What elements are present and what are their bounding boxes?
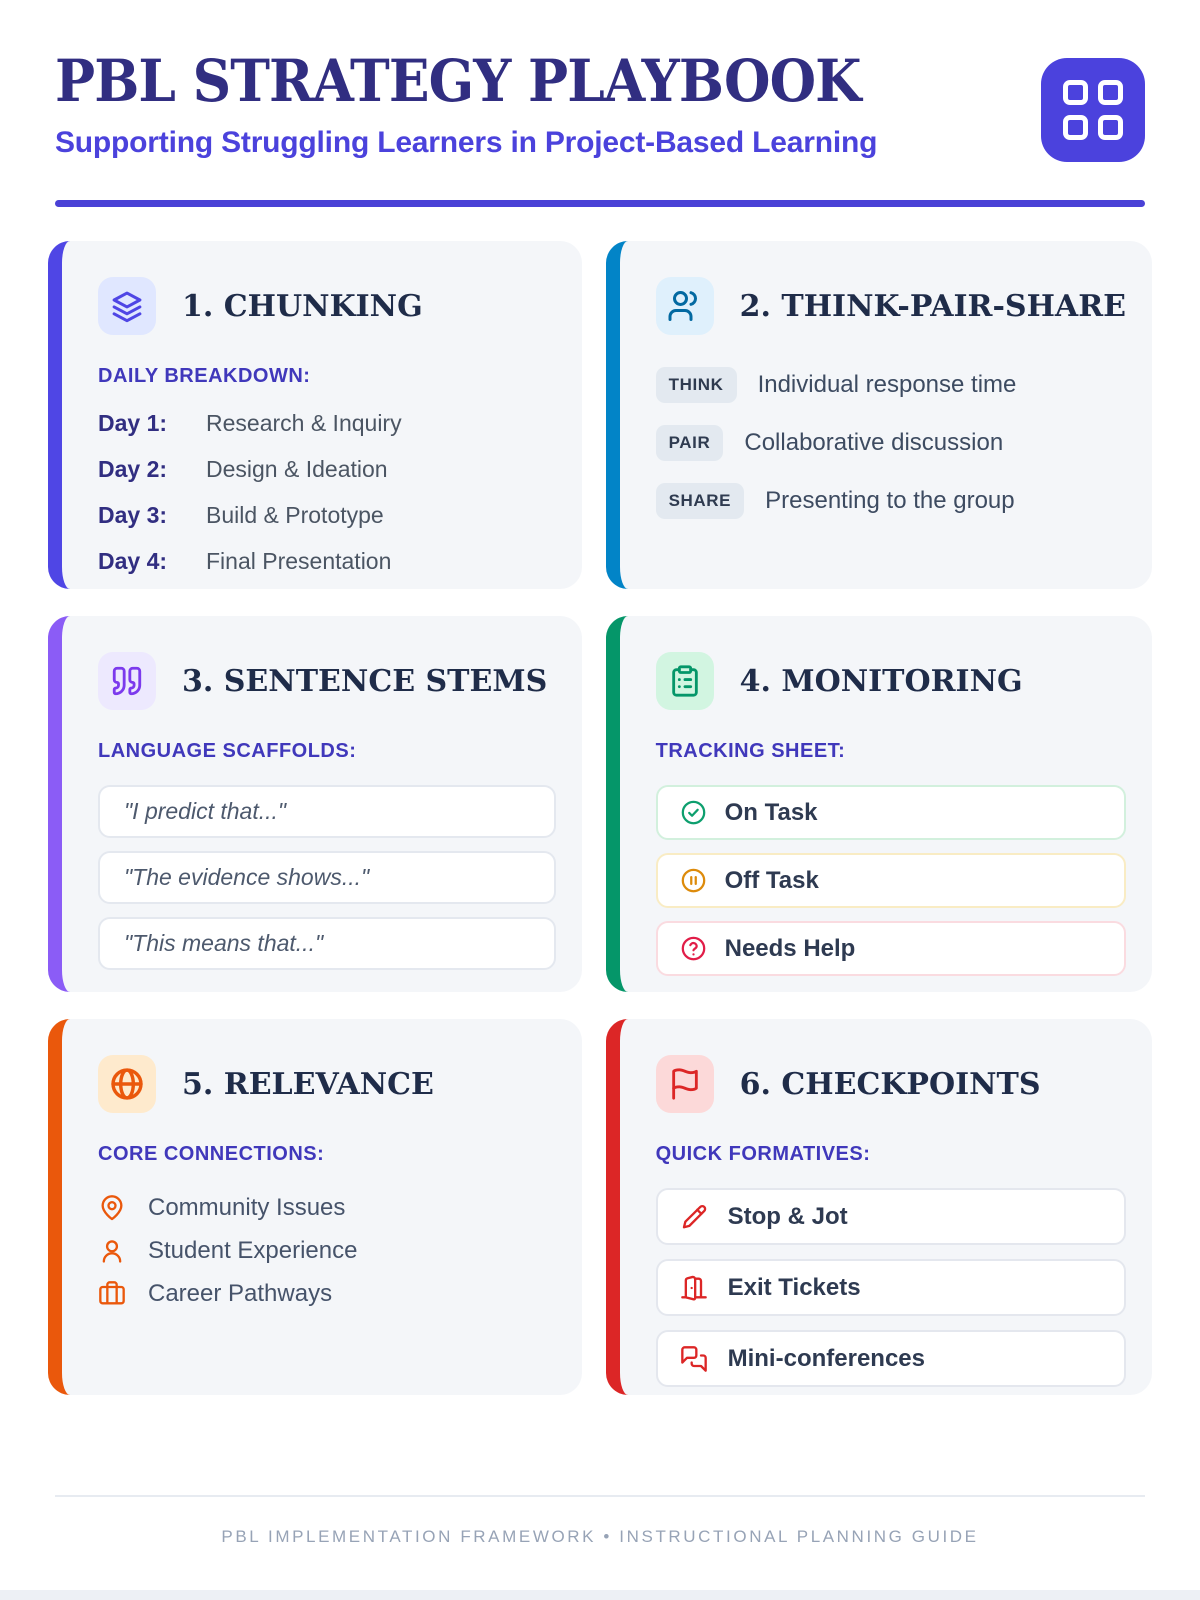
tps-row: SHARE Presenting to the group xyxy=(655,483,1126,519)
pair-badge: PAIR xyxy=(655,425,724,461)
share-badge: SHARE xyxy=(655,483,745,519)
circle-question-icon xyxy=(680,935,707,962)
tps-row: THINK Individual response time xyxy=(655,367,1126,403)
card-title: 1. CHUNKING xyxy=(182,288,423,324)
section-label: DAILY BREAKDOWN: xyxy=(98,365,311,387)
card-title: 3. SENTENCE STEMS xyxy=(182,663,548,699)
day-value: Research & Inquiry xyxy=(206,410,402,436)
section-label: LANGUAGE SCAFFOLDS: xyxy=(98,740,357,762)
chat-bubbles-icon xyxy=(680,1345,708,1373)
connection-label: Career Pathways xyxy=(148,1280,333,1307)
sentence-stem: "I predict that..." xyxy=(98,785,556,838)
bottom-strip xyxy=(0,1590,1200,1600)
formative-exit-tickets: Exit Tickets xyxy=(655,1259,1126,1316)
clipboard-icon xyxy=(655,652,714,710)
tps-row: PAIR Collaborative discussion xyxy=(655,425,1126,461)
sentence-stem: "This means that..." xyxy=(98,917,556,970)
circle-check-icon xyxy=(680,799,707,826)
card-think-pair-share: 2. THINK-PAIR-SHARE THINK Individual res… xyxy=(605,241,1152,589)
status-label: On Task xyxy=(724,798,818,826)
status-off-task: Off Task xyxy=(655,853,1126,908)
formative-label: Stop & Jot xyxy=(727,1202,848,1230)
flag-icon xyxy=(655,1055,714,1113)
users-icon xyxy=(655,277,714,335)
card-title: 2. THINK-PAIR-SHARE xyxy=(739,288,1126,324)
formative-mini-conferences: Mini-conferences xyxy=(655,1330,1126,1387)
card-title: 4. MONITORING xyxy=(739,663,1023,699)
card-title: 5. RELEVANCE xyxy=(182,1066,434,1102)
connection-label: Community Issues xyxy=(148,1194,346,1221)
status-label: Needs Help xyxy=(724,934,856,962)
day-value: Design & Ideation xyxy=(206,456,388,482)
tps-text: Presenting to the group xyxy=(765,487,1015,514)
connection-item: Community Issues xyxy=(98,1194,556,1222)
day-label: Day 3: xyxy=(98,502,168,528)
formative-label: Mini-conferences xyxy=(727,1344,925,1372)
card-sentence-stems: 3. SENTENCE STEMS LANGUAGE SCAFFOLDS: "I… xyxy=(48,616,582,992)
grid-2x2-icon xyxy=(1041,58,1145,162)
section-label: CORE CONNECTIONS: xyxy=(98,1143,325,1165)
door-icon xyxy=(680,1274,708,1302)
sentence-stem: "The evidence shows..." xyxy=(98,851,556,904)
section-label: TRACKING SHEET: xyxy=(655,740,846,762)
day-label: Day 2: xyxy=(98,456,168,482)
think-badge: THINK xyxy=(655,367,737,403)
globe-icon xyxy=(98,1055,156,1113)
status-label: Off Task xyxy=(724,866,819,894)
page-title: PBL STRATEGY PLAYBOOK xyxy=(55,47,862,115)
playbook-page: PBL STRATEGY PLAYBOOK Supporting Struggl… xyxy=(48,52,1152,1546)
header-divider xyxy=(55,200,1145,207)
day-value: Final Presentation xyxy=(206,548,392,574)
day-label: Day 1: xyxy=(98,410,168,436)
layers-icon xyxy=(98,277,156,335)
formative-label: Exit Tickets xyxy=(727,1273,861,1301)
connection-item: Career Pathways xyxy=(98,1280,556,1308)
card-title: 6. CHECKPOINTS xyxy=(739,1066,1041,1102)
card-monitoring: 4. MONITORING TRACKING SHEET: On Task xyxy=(605,616,1152,992)
footer-text: PBL IMPLEMENTATION FRAMEWORK • INSTRUCTI… xyxy=(221,1527,979,1546)
card-chunking: 1. CHUNKING DAILY BREAKDOWN: Day 1: Rese… xyxy=(48,241,582,589)
day-row: Day 2: Design & Ideation xyxy=(98,456,556,483)
card-checkpoints: 6. CHECKPOINTS QUICK FORMATIVES: Stop & … xyxy=(605,1019,1152,1395)
pencil-icon xyxy=(680,1203,708,1231)
card-relevance: 5. RELEVANCE CORE CONNECTIONS: Community… xyxy=(48,1019,582,1395)
page-subtitle: Supporting Struggling Learners in Projec… xyxy=(55,126,878,159)
day-label: Day 4: xyxy=(98,548,168,574)
day-value: Build & Prototype xyxy=(206,502,384,528)
circle-pause-icon xyxy=(680,867,707,894)
status-needs-help: Needs Help xyxy=(655,921,1126,976)
section-label: QUICK FORMATIVES: xyxy=(655,1143,871,1165)
header-text: PBL STRATEGY PLAYBOOK Supporting Struggl… xyxy=(55,52,931,159)
day-row: Day 3: Build & Prototype xyxy=(98,502,556,529)
status-on-task: On Task xyxy=(655,785,1126,840)
day-row: Day 4: Final Presentation xyxy=(98,548,556,575)
connection-item: Student Experience xyxy=(98,1237,556,1265)
person-icon xyxy=(98,1237,126,1265)
card-grid: 1. CHUNKING DAILY BREAKDOWN: Day 1: Rese… xyxy=(48,241,1152,1395)
day-row: Day 1: Research & Inquiry xyxy=(98,410,556,437)
page-header: PBL STRATEGY PLAYBOOK Supporting Struggl… xyxy=(48,52,1152,162)
formative-stop-jot: Stop & Jot xyxy=(655,1188,1126,1245)
connection-label: Student Experience xyxy=(148,1237,358,1264)
footer-divider xyxy=(55,1495,1145,1497)
tps-text: Individual response time xyxy=(757,371,1017,398)
map-pin-icon xyxy=(98,1194,126,1222)
quote-icon xyxy=(98,652,156,710)
tps-text: Collaborative discussion xyxy=(744,429,1004,456)
briefcase-icon xyxy=(98,1280,126,1308)
